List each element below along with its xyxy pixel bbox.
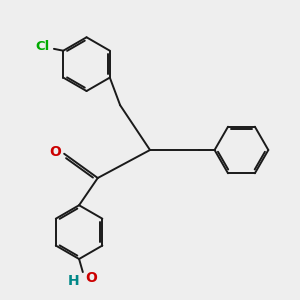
Text: H: H — [68, 274, 79, 288]
Text: O: O — [49, 145, 61, 159]
Text: O: O — [85, 271, 97, 285]
Text: Cl: Cl — [36, 40, 50, 53]
